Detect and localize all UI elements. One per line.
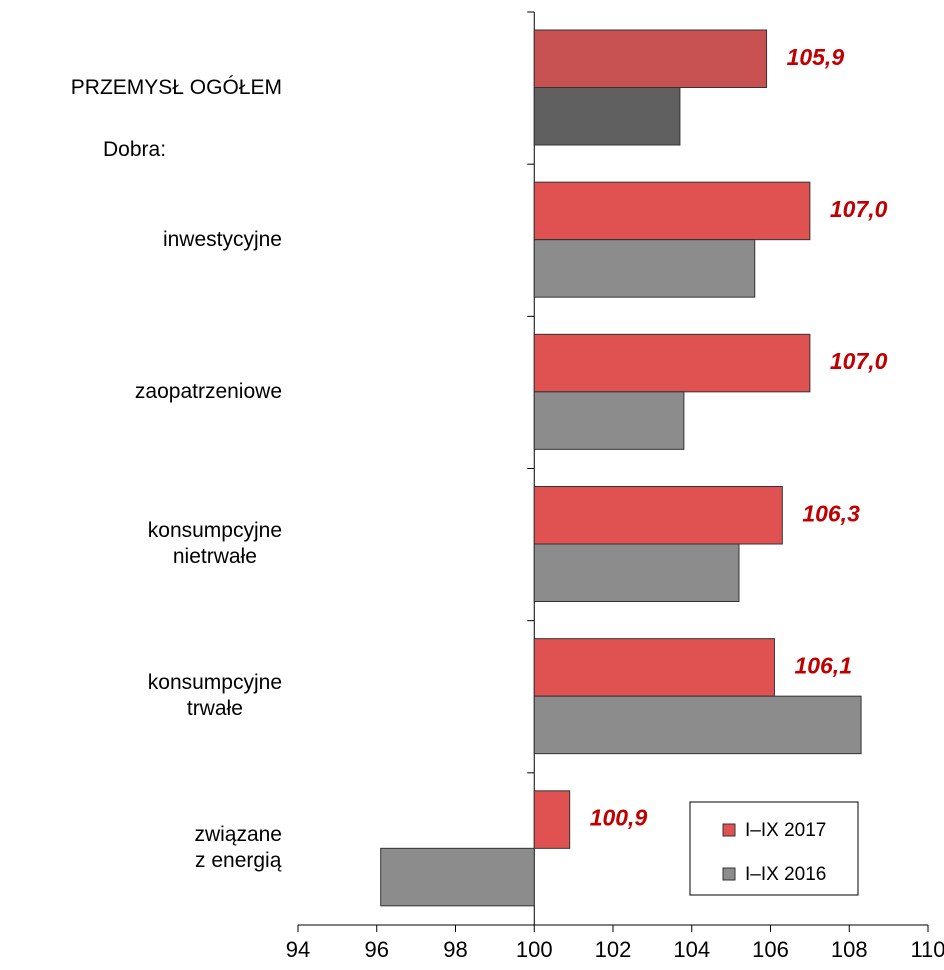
x-tick-label: 106 [752,937,789,962]
category-label: zaopatrzeniowe [134,379,282,403]
bar [533,486,783,545]
annotation: Dobra: [103,138,167,161]
legend-label: I–IX 2017 [745,820,826,841]
x-tick-label: 104 [673,937,710,962]
bar [533,638,775,697]
x-tick-label: 98 [443,937,467,962]
bar [533,695,862,755]
legend-marker [722,823,736,837]
category-label: PRZEMYSŁ OGÓŁEM [70,75,282,99]
value-label: 106,3 [802,500,860,526]
category-label: konsumpcyjne nietrwałe [147,519,282,568]
category-label: konsumpcyjne trwałe [147,671,282,721]
bar [533,181,811,241]
x-tick-label: 94 [286,937,310,962]
bar [533,87,681,146]
value-label: 100,9 [590,805,648,831]
x-tick-label: 100 [516,937,553,962]
bar [533,543,740,602]
x-tick-label: 96 [365,937,389,962]
value-label: 107,0 [830,196,888,222]
bar [533,239,756,298]
value-label: 106,1 [794,652,852,678]
value-label: 105,9 [787,44,845,70]
bar [533,333,811,393]
bar [533,790,571,849]
legend-box [689,801,859,896]
legend-label: I–IX 2016 [745,864,826,885]
category-label: inwestycyjne [162,227,282,251]
bar [533,391,685,450]
bar [380,847,535,907]
legend-marker [722,867,736,881]
bar [533,29,768,88]
value-label: 107,0 [830,348,888,374]
x-tick-label: 102 [595,937,632,962]
x-tick-label: 108 [831,937,868,962]
x-tick-label: 110 [910,937,944,962]
category-label: związane z energią [194,823,282,873]
